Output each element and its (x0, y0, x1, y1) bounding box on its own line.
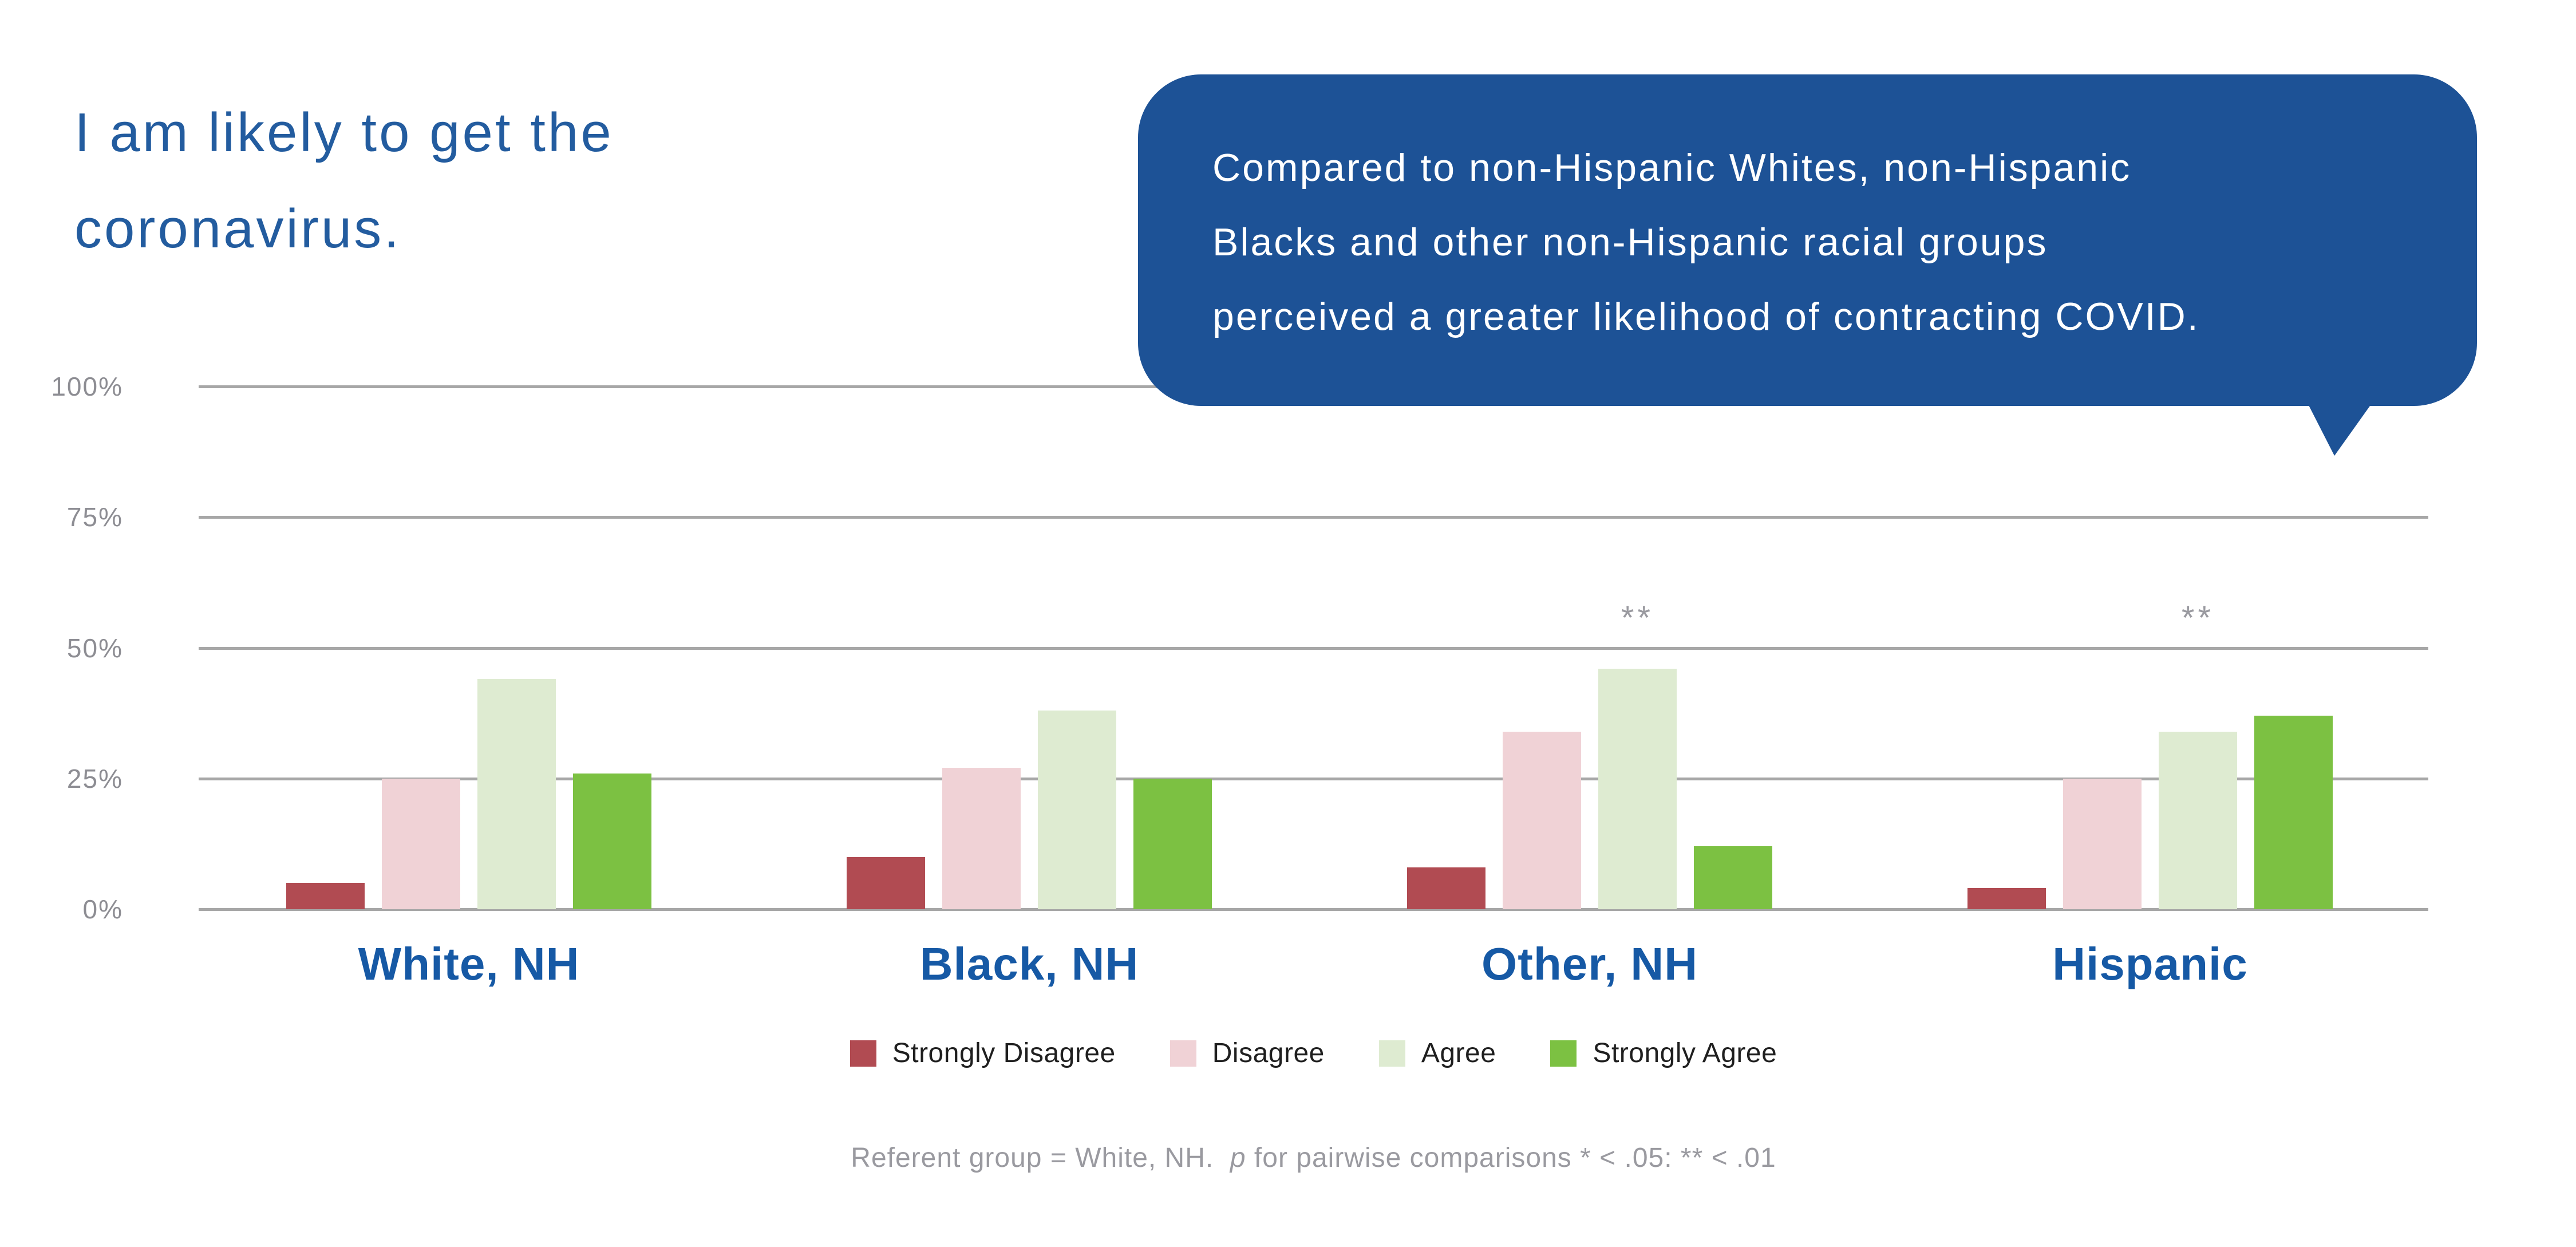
gridline-25 (199, 777, 2428, 780)
page-title-line1: I am likely to get the (74, 102, 614, 163)
bar-black-nh-strongly-disagree (847, 857, 925, 909)
page-title: I am likely to get the coronavirus. (74, 85, 614, 277)
footnote-suffix: for pairwise comparisons * < .05: ** < .… (1246, 1143, 1776, 1173)
legend: Strongly Disagree Disagree Agree Strongl… (199, 1037, 2428, 1069)
significance-marker-hispanic: ** (2181, 599, 2215, 637)
bar-other-nh-disagree (1503, 732, 1581, 909)
gridline-75 (199, 516, 2428, 519)
callout-text-line2: Blacks and other non-Hispanic racial gro… (1212, 220, 2048, 264)
bar-hispanic-strongly-disagree (1967, 888, 2046, 909)
y-axis-tick-100: 100% (51, 372, 123, 401)
bar-white-nh-strongly-disagree (286, 883, 365, 909)
y-axis-tick-0: 0% (82, 894, 123, 924)
bar-other-nh-strongly-agree (1694, 846, 1772, 909)
disagree-swatch-icon (1170, 1040, 1196, 1067)
legend-item-strongly-agree: Strongly Agree (1550, 1037, 1777, 1069)
legend-item-strongly-disagree: Strongly Disagree (850, 1037, 1116, 1069)
callout-text-line1: Compared to non-Hispanic Whites, non-His… (1212, 146, 2132, 190)
bar-other-nh-agree (1598, 669, 1677, 909)
bar-hispanic-agree (2159, 732, 2237, 909)
legend-item-agree: Agree (1378, 1037, 1496, 1069)
bar-black-nh-agree (1038, 711, 1116, 909)
category-label-hispanic: Hispanic (2052, 938, 2248, 989)
legend-label-agree: Agree (1421, 1038, 1496, 1068)
page-title-line2: coronavirus. (74, 198, 401, 259)
agree-swatch-icon (1378, 1040, 1405, 1067)
legend-label-strongly-agree: Strongly Agree (1593, 1038, 1777, 1068)
legend-label-strongly-disagree: Strongly Disagree (892, 1038, 1116, 1068)
legend-label-disagree: Disagree (1212, 1038, 1325, 1068)
footnote: Referent group = White, NH. p for pairwi… (199, 1142, 2428, 1174)
bar-hispanic-strongly-agree (2254, 716, 2333, 909)
bar-white-nh-disagree (382, 779, 460, 909)
callout-bubble-tail-icon (2307, 402, 2373, 456)
y-axis-tick-50: 50% (66, 633, 123, 663)
footnote-p-symbol: p (1230, 1143, 1246, 1173)
bar-white-nh-agree (477, 679, 556, 909)
significance-marker-other-nh: ** (1621, 599, 1654, 637)
footnote-prefix: Referent group = White, NH. (851, 1143, 1230, 1173)
bar-black-nh-strongly-agree (1133, 779, 1212, 909)
category-label-other-nh: Other, NH (1481, 938, 1698, 989)
callout-text-line3: perceived a greater likelihood of contra… (1212, 295, 2200, 338)
gridline-0 (199, 908, 2428, 911)
y-axis-tick-25: 25% (66, 763, 123, 794)
bar-white-nh-strongly-agree (573, 774, 651, 909)
bar-other-nh-strongly-disagree (1407, 867, 1485, 909)
callout-bubble: Compared to non-Hispanic Whites, non-His… (1138, 74, 2477, 406)
bar-black-nh-disagree (942, 768, 1021, 909)
legend-item-disagree: Disagree (1170, 1037, 1325, 1069)
category-label-black-nh: Black, NH (919, 938, 1139, 989)
category-label-white-nh: White, NH (358, 938, 580, 989)
strongly-disagree-swatch-icon (850, 1040, 876, 1067)
strongly-agree-swatch-icon (1550, 1040, 1577, 1067)
gridline-50 (199, 646, 2428, 650)
bar-hispanic-disagree (2063, 779, 2142, 909)
y-axis-tick-75: 75% (66, 502, 123, 532)
